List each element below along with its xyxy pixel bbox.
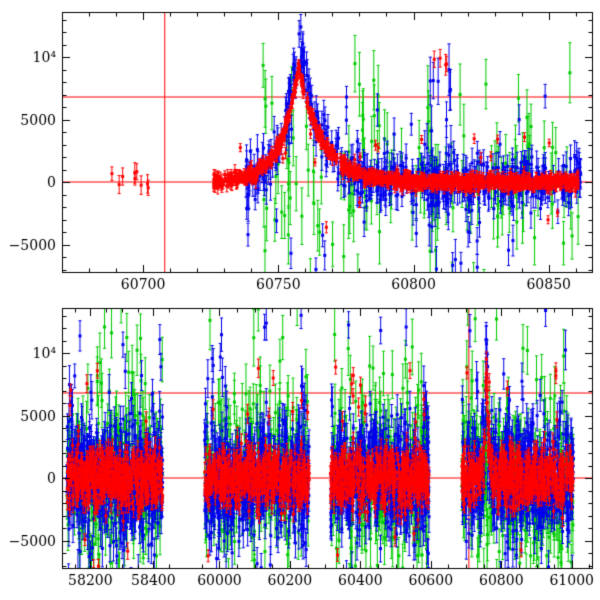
- light-curve-figure: [0, 0, 600, 600]
- light-curves-canvas: [0, 0, 600, 600]
